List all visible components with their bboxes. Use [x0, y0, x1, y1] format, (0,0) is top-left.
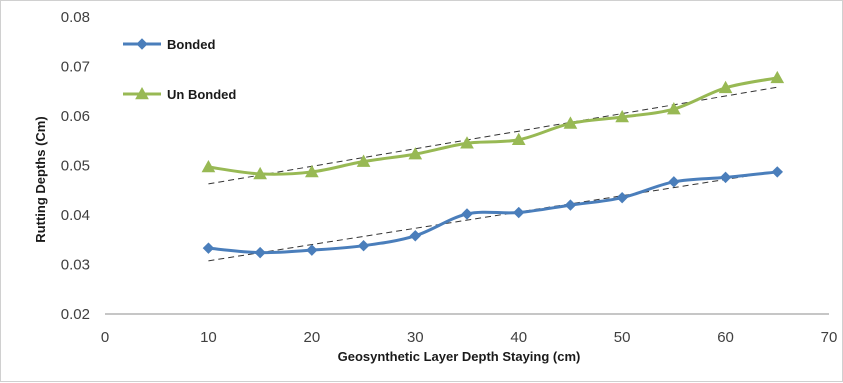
data-point-un-bonded [408, 147, 423, 160]
y-axis-label: Rutting Depths (Cm) [33, 116, 48, 242]
data-point-un-bonded [615, 109, 629, 123]
x-tick-label: 40 [510, 329, 527, 346]
data-point-bonded [306, 244, 318, 256]
series-line-bonded [208, 170, 778, 255]
trendline-bonded [208, 170, 778, 262]
data-point-un-bonded [563, 116, 578, 129]
x-tick-label: 70 [821, 329, 838, 346]
x-tick-label: 50 [614, 329, 631, 346]
y-tick-label: 0.05 [61, 158, 90, 175]
legend-item-un-bonded: Un Bonded [123, 86, 236, 102]
data-point-un-bonded [201, 159, 216, 173]
x-tick-label: 0 [101, 329, 109, 346]
plot-area: 0 10 20 30 40 50 60 70 0.02 0.03 0.04 0.05 0.06 0.07… [61, 9, 838, 346]
series-lines [208, 76, 778, 255]
data-point-bonded [202, 242, 215, 254]
x-tick-label: 10 [200, 329, 217, 346]
data-point-un-bonded [305, 164, 319, 178]
data-point-un-bonded [253, 166, 267, 180]
data-point-un-bonded [356, 154, 371, 167]
data-point-un-bonded [770, 70, 785, 84]
legend-marker-un-bonded [135, 86, 149, 100]
x-axis-label: Geosynthetic Layer Depth Staying (cm) [338, 349, 581, 364]
data-point-bonded [461, 208, 473, 220]
y-tick-label: 0.03 [61, 257, 90, 274]
y-axis-ticks: 0.02 0.03 0.04 0.05 0.06 0.07 0.08 [61, 9, 90, 323]
trendlines [208, 86, 778, 262]
legend-label-bonded: Bonded [167, 37, 215, 52]
data-point-bonded [719, 171, 732, 184]
data-point-un-bonded [460, 136, 474, 149]
data-point-bonded [668, 176, 680, 188]
legend-item-bonded: Bonded [123, 37, 215, 52]
legend-label-un-bonded: Un Bonded [167, 87, 236, 102]
series-markers [201, 70, 785, 259]
y-tick-label: 0.08 [61, 9, 90, 26]
y-tick-label: 0.06 [61, 108, 90, 125]
legend-marker-shape [136, 38, 148, 50]
data-point-bonded [564, 199, 577, 211]
x-tick-label: 30 [407, 329, 424, 346]
data-point-bonded [357, 239, 370, 252]
legend: Bonded Un Bonded [123, 37, 236, 102]
data-point-bonded [771, 166, 783, 178]
data-point-un-bonded [667, 102, 681, 115]
y-tick-label: 0.04 [61, 207, 90, 224]
y-tick-label: 0.02 [61, 306, 90, 323]
x-tick-label: 20 [304, 329, 321, 346]
data-point-bonded [254, 246, 266, 259]
trendline-un-bonded [208, 86, 778, 185]
y-tick-label: 0.07 [61, 59, 90, 76]
series-line-un-bonded [208, 76, 778, 176]
legend-marker-bonded [136, 38, 148, 50]
data-point-un-bonded [718, 80, 733, 94]
data-point-bonded [513, 206, 525, 219]
data-point-bonded [409, 230, 421, 242]
legend-marker-shape [135, 86, 149, 100]
data-point-bonded [616, 191, 628, 204]
x-tick-label: 60 [717, 329, 734, 346]
x-axis-ticks: 0 10 20 30 40 50 60 70 [101, 329, 838, 346]
data-point-un-bonded [511, 132, 526, 146]
